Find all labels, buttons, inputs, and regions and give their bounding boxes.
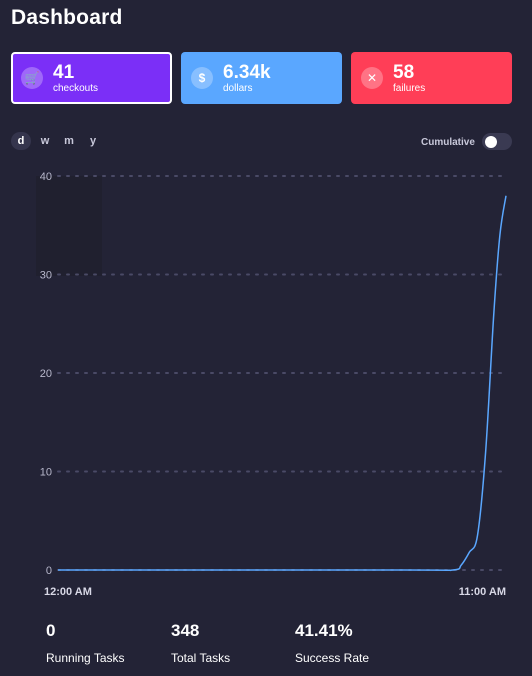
running-tasks-label: Running Tasks [46, 651, 125, 665]
stat-cards: 🛒 41 checkouts $ 6.34k dollars ✕ 58 fail… [11, 52, 512, 104]
success-rate-label: Success Rate [295, 651, 370, 665]
dollars-label: dollars [223, 82, 253, 94]
range-year-button[interactable]: y [89, 135, 97, 147]
running-tasks-value: 0 [46, 621, 56, 640]
total-tasks-label: Total Tasks [171, 651, 231, 665]
y-tick-label: 10 [40, 467, 52, 479]
page-title: Dashboard [11, 6, 123, 29]
checkouts-card[interactable]: 🛒 41 checkouts [11, 52, 172, 104]
cumulative-toggle[interactable] [482, 133, 512, 150]
x-axis-labels: 12:00 AM 11:00 AM [44, 586, 506, 598]
failures-card[interactable]: ✕ 58 failures [351, 52, 512, 104]
success-rate-stat: 41.41% Success Rate [295, 621, 369, 665]
failures-count: 58 [393, 61, 415, 83]
dollar-icon: $ [191, 67, 213, 89]
range-day-button[interactable]: d [11, 132, 31, 150]
checkouts-label: checkouts [53, 82, 99, 94]
y-tick-label: 0 [46, 565, 52, 577]
task-stats: 0 Running Tasks 348 Total Tasks 41.41% S… [46, 621, 506, 671]
running-tasks-stat: 0 Running Tasks [46, 621, 125, 665]
range-selector: d w m y [11, 132, 103, 150]
x-tick-label: 12:00 AM [44, 586, 92, 598]
cart-icon: 🛒 [21, 67, 43, 89]
y-axis-ticks: 0 10 20 30 40 [40, 171, 52, 577]
total-tasks-value: 348 [171, 621, 200, 640]
chart-shade [36, 176, 102, 276]
range-month-button[interactable]: m [64, 135, 74, 147]
y-tick-label: 40 [40, 171, 52, 183]
series-line [58, 195, 507, 572]
dollars-card[interactable]: $ 6.34k dollars [181, 52, 342, 104]
y-tick-label: 20 [40, 368, 52, 380]
y-tick-label: 30 [40, 270, 52, 282]
toggle-knob [485, 135, 497, 148]
failures-label: failures [393, 82, 426, 94]
x-icon: ✕ [361, 67, 383, 89]
total-tasks-stat: 348 Total Tasks [171, 621, 230, 665]
success-rate-value: 41.41% [295, 621, 353, 640]
cumulative-label: Cumulative [421, 137, 475, 148]
chart-grid [57, 175, 507, 571]
x-tick-label: 11:00 AM [459, 586, 506, 598]
range-week-button[interactable]: w [40, 135, 50, 147]
checkouts-chart: 0 10 20 30 40 12:00 AM 11:00 AM [36, 171, 507, 598]
dollars-amount: 6.34k [223, 61, 271, 83]
checkouts-count: 41 [53, 61, 75, 83]
